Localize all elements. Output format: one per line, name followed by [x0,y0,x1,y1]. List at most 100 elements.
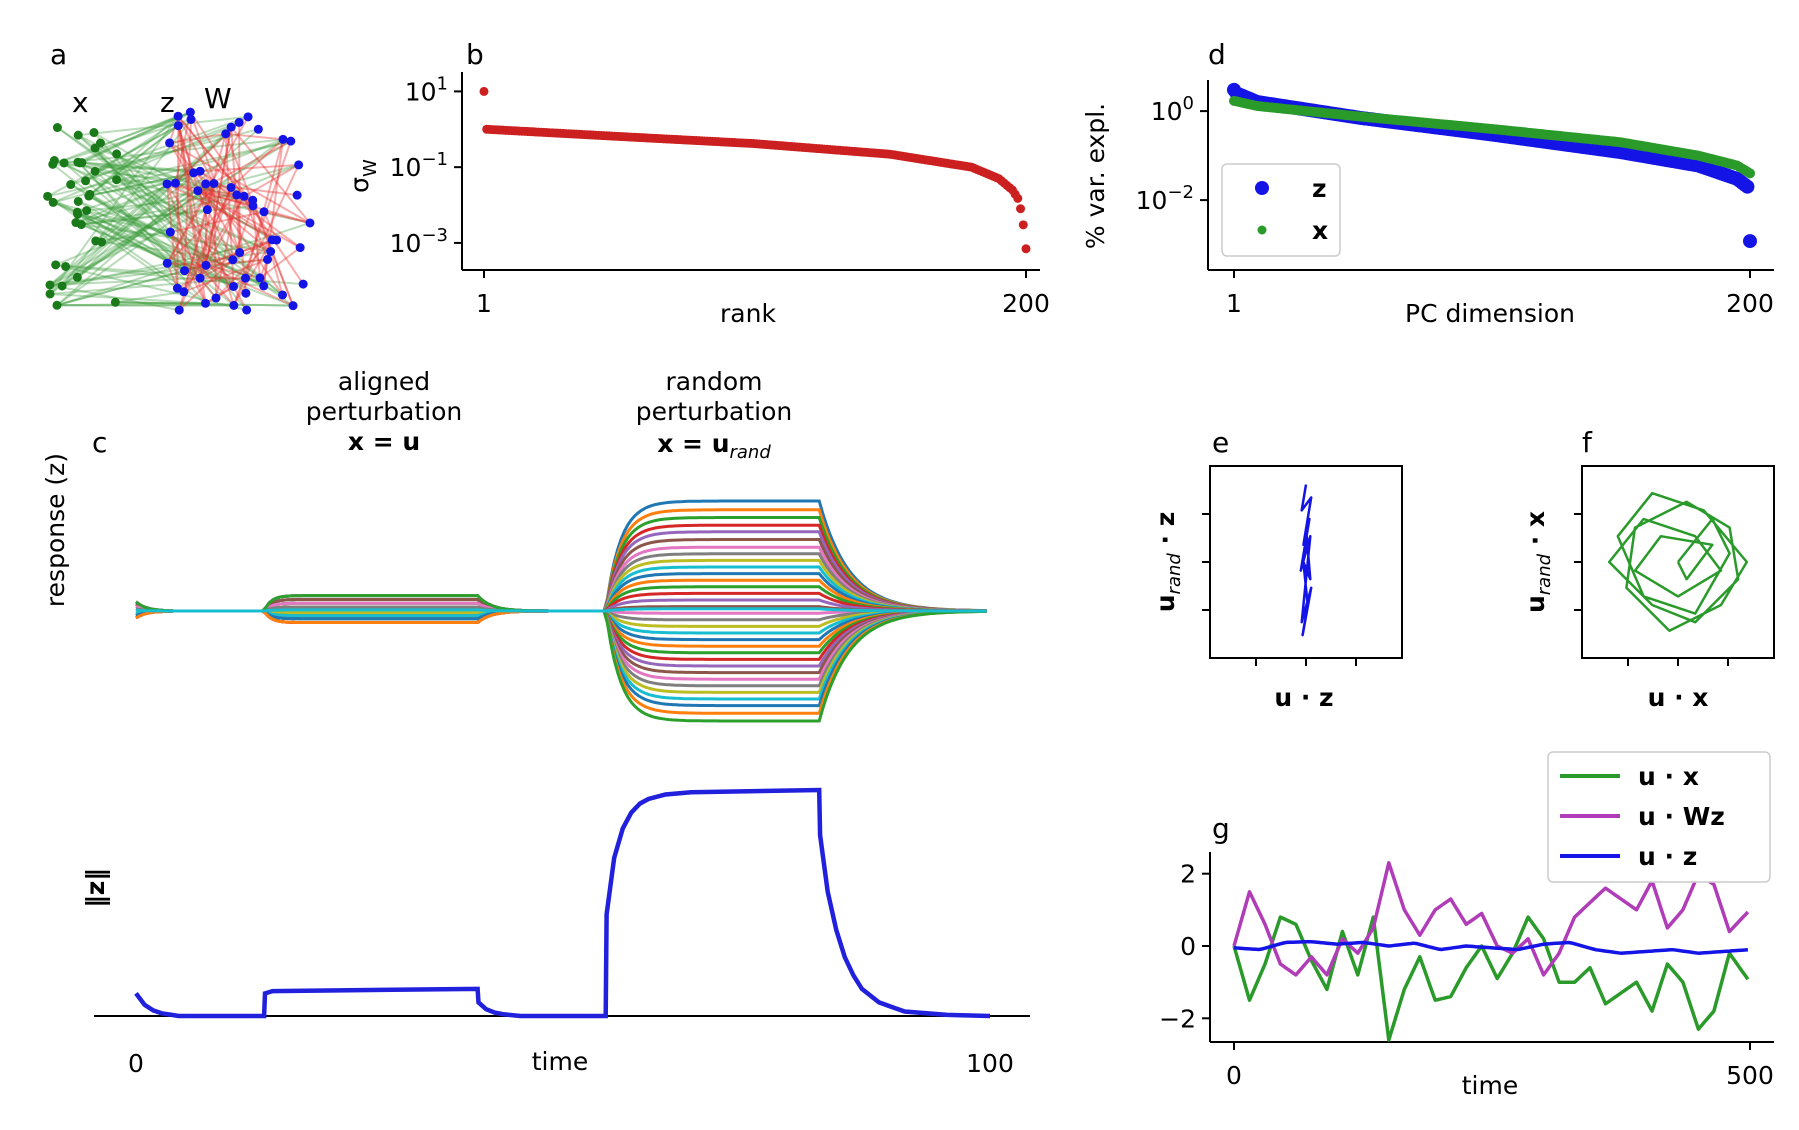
z-node [305,218,315,228]
legend-label-x: x [1312,216,1328,245]
x-tick-label: 0 [128,1049,144,1078]
input-edge [55,263,247,311]
input-edge [93,131,273,241]
z-node [209,178,219,188]
x-node [89,128,99,138]
x-node [73,130,83,140]
recurrent-edge [183,119,192,271]
x-node [66,180,76,190]
z-node [234,117,244,127]
z-node [186,114,196,124]
input-edge [88,115,179,197]
z-node [294,160,304,170]
chart-g-legend: u · x u · Wz u · z [1547,751,1771,883]
z-node [189,168,199,178]
z-node [173,111,183,121]
x-node [71,218,81,228]
recurrent-edge [251,205,261,278]
panel-label-a: a [50,38,67,71]
z-node [288,301,298,311]
y-tick-label: 101 [405,73,448,106]
input-edge [56,302,206,307]
input-edge [86,209,201,279]
input-edge [77,213,171,234]
input-edge [63,138,284,164]
input-edge [77,161,215,185]
z-node [266,247,276,257]
z-node [278,134,288,144]
input-edge [81,195,245,226]
recurrent-edge [166,182,245,198]
recurrent-edge [178,259,234,311]
z-node [170,178,180,188]
input-edge [95,239,233,261]
recurrent-edge [212,183,217,299]
panel-label-g: g [1212,812,1230,845]
recurrent-edge [166,116,249,264]
input-edge [85,121,240,182]
aligned-eq: x = u [348,427,420,456]
chart-g-xlabel: time [1462,1071,1518,1100]
input-edge [76,182,215,279]
chart-c2-ylabel: ‖z‖ [81,868,110,908]
x-node [75,158,85,168]
data-point [1016,204,1026,214]
input-edge [88,171,194,198]
chart-g-time-series: 2 0 −2 0 500 u · x u · Wz u · z [1159,751,1774,1090]
input-edge [94,170,235,288]
input-edge [76,133,227,279]
input-edge [77,161,272,253]
input-edge [77,134,284,296]
z-node [202,205,212,215]
chart-f-xlabel: u · x [1648,683,1709,712]
recurrent-edge [244,164,300,279]
recurrent-edge [176,125,180,289]
z-node [221,129,231,139]
recurrent-edge [178,187,232,311]
recurrent-edge [168,142,207,185]
x-node [72,207,82,217]
legend-marker-z [1255,181,1269,195]
legend-label: u · Wz [1638,802,1725,831]
z-node [226,122,236,132]
x-node [57,281,67,291]
input-edge [56,269,185,307]
input-edge [81,111,191,164]
x-node [73,196,83,206]
trajectory [1607,491,1749,633]
z-node [259,207,269,217]
legend-marker-x [1257,225,1267,235]
panel-label-b: b [466,38,484,71]
data-point [1013,193,1023,203]
z-node [165,138,175,148]
y-tick-label: 2 [1180,860,1196,889]
input-edge [49,292,206,305]
data-point [1021,244,1031,254]
recurrent-edge [166,183,235,288]
input-edge [88,171,194,198]
chart-c2-xlabel: time [532,1047,588,1076]
input-edge [94,128,259,173]
input-edge [86,193,237,212]
random-line1: random [666,367,763,396]
recurrent-edge [197,189,301,249]
x-node [48,197,58,207]
input-edge [85,111,191,182]
chart-b-ylabel: σW [345,159,381,193]
x-tick-label: 1 [476,289,492,318]
series-line [1232,915,1750,1042]
input-edge [75,221,294,307]
z-node [298,279,308,289]
input-edge [79,115,179,164]
recurrent-edge [189,111,254,207]
y-tick-label: 10−3 [390,225,448,258]
input-edge [77,200,234,261]
legend-label: u · z [1638,842,1697,871]
recurrent-edge [215,194,238,299]
recurrent-edge [205,126,233,266]
input-edge [81,204,254,226]
recurrent-edge [197,189,278,241]
z-node [174,305,184,315]
chart-d-variance-explained: 1 200 100 10−2 zx [1136,80,1774,318]
legend-label: u · x [1638,762,1699,791]
